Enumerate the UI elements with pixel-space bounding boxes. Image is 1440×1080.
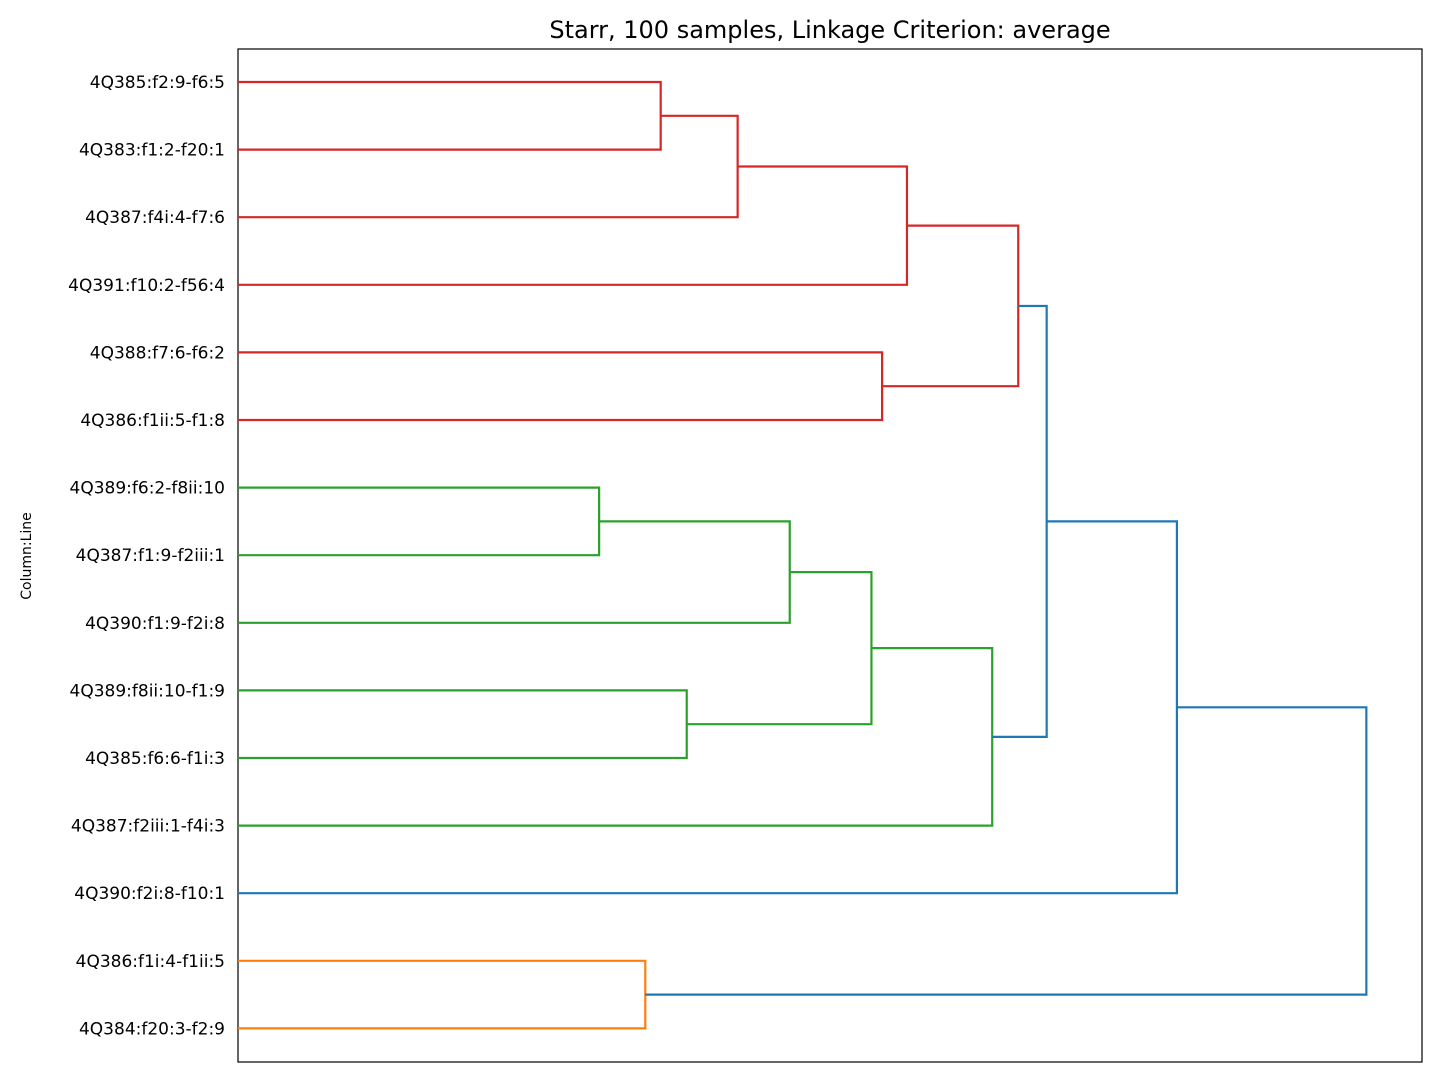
leaf-label: 4Q388:f7:6-f6:2 xyxy=(90,343,225,363)
dendrogram-link-n11 xyxy=(238,520,1179,895)
leaf-label: 4Q387:f4i:4-f7:6 xyxy=(85,208,225,228)
dendrogram-link-n8 xyxy=(686,571,873,726)
leaf-label: 4Q391:f10:2-f56:4 xyxy=(68,276,225,296)
dendrogram-link-n12 xyxy=(238,959,647,1030)
leaf-label: 4Q389:f8ii:10-f1:9 xyxy=(70,681,225,701)
leaf-label: 4Q390:f1:9-f2i:8 xyxy=(85,614,225,634)
dendrogram-link-n7 xyxy=(238,689,688,760)
leaf-label: 4Q385:f2:9-f6:5 xyxy=(90,73,225,93)
dendrogram-link-n0 xyxy=(238,80,662,151)
leaf-label: 4Q385:f6:6-f1i:3 xyxy=(85,749,225,769)
dendrogram-link-n5 xyxy=(238,486,601,557)
dendrogram-link-n9 xyxy=(238,647,994,827)
dendrogram-link-n4 xyxy=(882,224,1020,388)
dendrogram-link-n2 xyxy=(238,165,909,286)
leaf-label: 4Q384:f20:3-f2:9 xyxy=(79,1019,225,1039)
leaf-label: 4Q383:f1:2-f20:1 xyxy=(79,141,225,161)
y-axis-label: Column:Line xyxy=(19,512,35,600)
dendrogram-link-n13 xyxy=(645,706,1368,996)
leaf-label: 4Q386:f1ii:5-f1:8 xyxy=(80,411,225,431)
dendrogram-link-n6 xyxy=(238,520,791,624)
chart-title: Starr, 100 samples, Linkage Criterion: a… xyxy=(549,16,1110,44)
leaf-labels: 4Q385:f2:9-f6:5 4Q383:f1:2-f20:1 4Q387:f4i… xyxy=(68,73,225,1039)
leaf-label: 4Q386:f1i:4-f1ii:5 xyxy=(76,952,225,972)
dendrogram-link-n1 xyxy=(238,114,739,219)
dendrogram-link-n10 xyxy=(992,304,1048,738)
leaf-label: 4Q390:f2i:8-f10:1 xyxy=(74,884,225,904)
leaf-label: 4Q389:f6:2-f8ii:10 xyxy=(70,479,225,499)
leaf-label: 4Q387:f1:9-f2iii:1 xyxy=(76,546,225,566)
dendrogram-links xyxy=(238,80,1368,1030)
leaf-label: 4Q387:f2iii:1-f4i:3 xyxy=(71,817,225,837)
dendrogram-link-n3 xyxy=(238,351,884,422)
